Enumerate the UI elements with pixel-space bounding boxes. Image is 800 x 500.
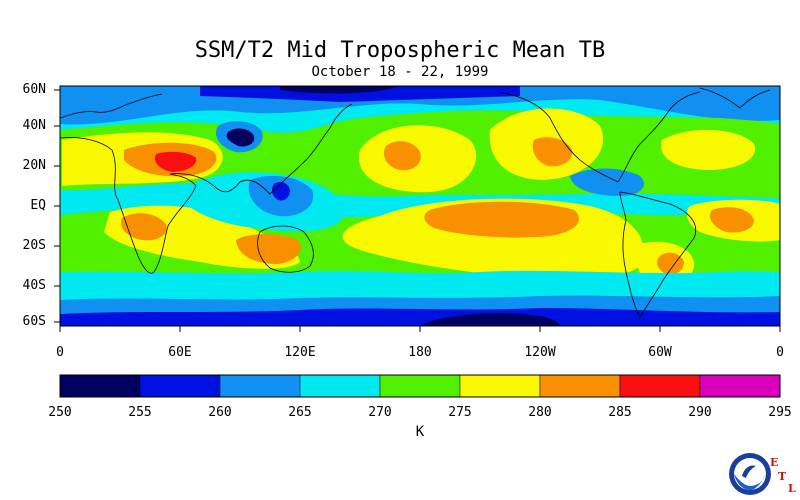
lon-label-120e: 120E: [284, 345, 316, 360]
colorbar-swatch: [459, 374, 541, 398]
colorbar-swatch: [139, 374, 221, 398]
colorbar-label-270: 270: [368, 405, 392, 420]
orange-africa-south: [121, 213, 167, 241]
colorbar-label-260: 260: [208, 405, 232, 420]
darkest-tibet: [226, 128, 255, 147]
coast-south-america: [619, 191, 696, 319]
temperature-field: [60, 86, 780, 326]
colorbar-label-255: 255: [128, 405, 152, 420]
lat-label-20n: 20N: [22, 158, 46, 173]
colorbar-label-290: 290: [688, 405, 712, 420]
lon-ticks: [59, 326, 781, 332]
map-title: SSM/T2 Mid Tropospheric Mean TB: [194, 38, 606, 63]
south-band-255: [60, 308, 780, 326]
lon-label-120w: 120W: [524, 345, 556, 360]
lon-label-60e: 60E: [168, 345, 192, 360]
colorbar-frame: [59, 374, 781, 398]
coast-australia: [257, 225, 314, 273]
colorbar: [59, 374, 781, 398]
lon-label-0: 0: [56, 345, 64, 360]
colorbar-label-285: 285: [608, 405, 632, 420]
lon-label-0-east: 0: [776, 345, 784, 360]
lat-label-eq: EQ: [30, 198, 46, 213]
lon-label-180: 180: [408, 345, 432, 360]
coastlines: [60, 87, 771, 319]
logo-letter-l: L: [788, 482, 796, 495]
colorbar-swatch: [219, 374, 301, 398]
colorbar-swatch: [619, 374, 701, 398]
blue-caribbean: [570, 168, 644, 196]
colorbar-swatch: [299, 374, 381, 398]
colorbar-swatch: [699, 374, 781, 398]
colorbar-swatch: [59, 374, 141, 398]
colorbar-label-250: 250: [48, 405, 72, 420]
noaa-logo: [729, 453, 771, 495]
coast-asia: [169, 103, 353, 195]
lat-label-40n: 40N: [22, 118, 46, 133]
red-arabia: [154, 151, 197, 172]
deep-blue-indonesia: [271, 182, 290, 201]
coast-greenland: [699, 87, 771, 109]
colorbar-swatch: [539, 374, 621, 398]
lat-label-40s: 40S: [22, 278, 46, 293]
logo-letter-t: T: [778, 470, 787, 483]
colorbar-label-280: 280: [528, 405, 552, 420]
orange-atlantic-south: [709, 207, 754, 233]
south-band-250: [420, 313, 560, 326]
orange-brazil: [657, 252, 684, 275]
logo-letter-e: E: [770, 456, 779, 469]
lat-label-20s: 20S: [22, 238, 46, 253]
colorbar-label-265: 265: [288, 405, 312, 420]
orange-pacific-south: [424, 201, 580, 238]
colorbar-swatch: [379, 374, 461, 398]
lon-label-60w: 60W: [648, 345, 672, 360]
orange-pacific-north: [383, 141, 421, 171]
lat-label-60n: 60N: [22, 82, 46, 97]
lat-ticks: [54, 89, 60, 323]
lat-label-60s: 60S: [22, 314, 46, 329]
orange-australia: [236, 234, 301, 264]
coast-europe: [60, 93, 163, 119]
orange-america-north: [532, 137, 573, 167]
map-subtitle: October 18 - 22, 1999: [311, 64, 489, 80]
coast-north-america: [499, 91, 701, 183]
colorbar-label-275: 275: [448, 405, 472, 420]
colorbar-units: K: [415, 424, 425, 440]
colorbar-label-295: 295: [768, 405, 792, 420]
coast-africa: [60, 137, 197, 274]
north-band-250: [280, 86, 400, 94]
yellow-atlantic-north: [661, 129, 756, 170]
